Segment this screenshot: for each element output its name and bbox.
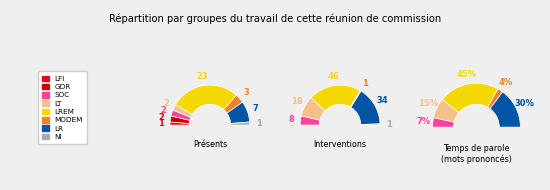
Text: 45%: 45% <box>456 70 477 79</box>
Wedge shape <box>490 92 520 127</box>
Text: 1: 1 <box>386 120 392 129</box>
Text: 30%: 30% <box>514 99 534 108</box>
Text: 1: 1 <box>158 119 164 128</box>
Wedge shape <box>351 91 380 124</box>
Wedge shape <box>433 118 454 127</box>
Wedge shape <box>230 122 250 125</box>
Text: 1: 1 <box>362 79 368 88</box>
Text: Interventions: Interventions <box>314 140 367 149</box>
Wedge shape <box>300 116 320 125</box>
Text: 7: 7 <box>253 104 258 113</box>
Text: 2: 2 <box>159 113 165 122</box>
Text: 15%: 15% <box>418 99 438 108</box>
Text: 34: 34 <box>376 96 388 105</box>
Text: 8: 8 <box>289 115 295 124</box>
Text: 7%: 7% <box>416 117 430 126</box>
Text: 23: 23 <box>197 72 208 82</box>
Text: 4%: 4% <box>498 78 513 87</box>
Wedge shape <box>361 124 380 125</box>
Text: 46: 46 <box>327 72 339 81</box>
Legend: LFI, GDR, SOC, LT, LREM, MODEM, LR, NI: LFI, GDR, SOC, LT, LREM, MODEM, LR, NI <box>38 71 87 144</box>
Wedge shape <box>175 85 236 114</box>
Text: 2: 2 <box>161 106 167 115</box>
Wedge shape <box>170 122 189 125</box>
Wedge shape <box>311 85 360 111</box>
Text: Temps de parole
(mots prononcés): Temps de parole (mots prononcés) <box>441 144 512 164</box>
Wedge shape <box>433 99 459 122</box>
Text: 2: 2 <box>163 99 169 108</box>
Wedge shape <box>224 95 243 113</box>
Wedge shape <box>227 102 250 124</box>
Wedge shape <box>170 116 190 124</box>
Text: 18: 18 <box>292 97 303 106</box>
Text: 3: 3 <box>243 88 249 97</box>
Wedge shape <box>350 90 361 107</box>
Wedge shape <box>173 105 192 117</box>
Wedge shape <box>488 89 503 109</box>
Wedge shape <box>171 110 191 120</box>
Wedge shape <box>301 98 325 120</box>
Text: Répartition par groupes du travail de cette réunion de commission: Répartition par groupes du travail de ce… <box>109 13 441 24</box>
Text: Présents: Présents <box>193 140 227 149</box>
Wedge shape <box>442 83 498 113</box>
Text: 1: 1 <box>256 119 261 128</box>
